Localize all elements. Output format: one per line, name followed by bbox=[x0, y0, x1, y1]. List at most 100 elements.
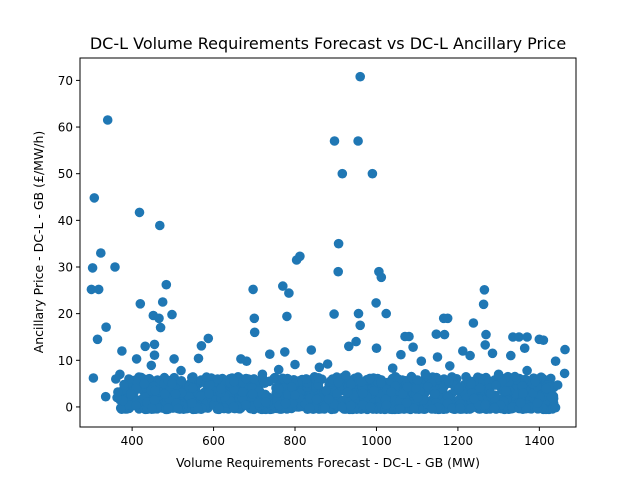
data-point bbox=[260, 397, 271, 408]
data-point bbox=[332, 389, 342, 399]
data-point bbox=[313, 380, 324, 390]
y-axis-label: Ancillary Price - DC-L - GB (£/MW/h) bbox=[31, 131, 46, 354]
data-point bbox=[314, 362, 325, 373]
data-point bbox=[395, 404, 405, 414]
data-point bbox=[485, 388, 496, 399]
data-point bbox=[381, 400, 392, 410]
data-point bbox=[552, 380, 563, 390]
data-point bbox=[401, 398, 412, 408]
data-point bbox=[135, 299, 146, 309]
data-point bbox=[481, 329, 491, 340]
data-point bbox=[241, 400, 251, 410]
data-point bbox=[333, 238, 344, 249]
data-point bbox=[253, 397, 264, 408]
data-point bbox=[412, 375, 423, 385]
data-point bbox=[431, 329, 442, 340]
data-point bbox=[203, 333, 214, 344]
data-point bbox=[282, 373, 293, 384]
data-point bbox=[439, 329, 450, 340]
data-point bbox=[416, 356, 427, 367]
data-point bbox=[468, 318, 479, 328]
data-point bbox=[404, 331, 414, 342]
data-point bbox=[313, 373, 324, 383]
data-point bbox=[480, 400, 491, 410]
data-point bbox=[167, 378, 177, 389]
data-point bbox=[367, 168, 378, 179]
data-point bbox=[479, 285, 490, 295]
data-point bbox=[514, 332, 524, 342]
data-point bbox=[280, 347, 290, 357]
data-point bbox=[96, 248, 106, 258]
data-point bbox=[346, 400, 356, 411]
data-point bbox=[323, 394, 334, 404]
x-tick-label: 1000 bbox=[361, 434, 392, 448]
data-point bbox=[506, 350, 516, 361]
data-point bbox=[273, 383, 284, 394]
data-point bbox=[337, 168, 348, 179]
data-point bbox=[102, 115, 113, 125]
data-point bbox=[532, 398, 543, 409]
data-point bbox=[430, 388, 440, 399]
data-point bbox=[546, 392, 557, 402]
data-point bbox=[337, 402, 347, 413]
data-point bbox=[280, 398, 291, 409]
data-point bbox=[410, 383, 421, 393]
data-point bbox=[147, 403, 157, 413]
data-point bbox=[541, 383, 552, 394]
data-point bbox=[402, 382, 413, 392]
data-point bbox=[113, 387, 123, 397]
data-point bbox=[117, 346, 127, 356]
data-point bbox=[92, 334, 103, 345]
data-point bbox=[287, 382, 297, 392]
data-point bbox=[212, 374, 223, 384]
data-point bbox=[167, 309, 177, 320]
data-point bbox=[369, 386, 379, 396]
data-point bbox=[412, 393, 423, 403]
data-point bbox=[193, 353, 204, 364]
data-point bbox=[357, 388, 368, 399]
y-tick-label: 70 bbox=[58, 74, 73, 88]
data-point bbox=[311, 394, 322, 405]
data-point bbox=[139, 378, 150, 389]
x-axis-ticks: 400 600 800 1000 1200 1400 bbox=[121, 427, 555, 448]
data-point bbox=[257, 369, 268, 380]
data-point bbox=[196, 341, 207, 351]
plot-frame bbox=[79, 57, 577, 428]
data-point bbox=[87, 263, 98, 273]
data-point bbox=[353, 308, 364, 319]
data-point bbox=[159, 389, 170, 400]
data-point bbox=[522, 332, 532, 342]
data-point bbox=[273, 364, 284, 375]
data-point bbox=[371, 298, 381, 308]
data-point bbox=[241, 356, 252, 367]
data-point bbox=[214, 403, 224, 414]
data-point bbox=[301, 374, 312, 384]
y-tick-label: 20 bbox=[58, 307, 73, 321]
data-point bbox=[204, 388, 214, 399]
data-point bbox=[295, 251, 305, 262]
data-point bbox=[480, 340, 491, 350]
data-point bbox=[204, 379, 215, 390]
data-point bbox=[163, 403, 173, 413]
data-point bbox=[333, 266, 344, 277]
data-point bbox=[420, 369, 431, 379]
data-point bbox=[501, 386, 511, 396]
y-tick-label: 50 bbox=[58, 167, 73, 181]
data-point bbox=[443, 376, 454, 387]
y-tick-label: 40 bbox=[58, 214, 73, 228]
data-point bbox=[146, 360, 157, 371]
data-point bbox=[387, 363, 398, 374]
data-point bbox=[134, 207, 145, 218]
data-point bbox=[356, 377, 367, 387]
data-point bbox=[320, 403, 330, 413]
data-point bbox=[346, 379, 356, 390]
data-point bbox=[187, 372, 197, 383]
data-point bbox=[150, 385, 160, 396]
data-point bbox=[474, 383, 485, 393]
data-point bbox=[290, 359, 300, 370]
data-point bbox=[131, 400, 141, 411]
data-point bbox=[493, 369, 504, 380]
data-point bbox=[119, 379, 129, 390]
data-point bbox=[341, 370, 351, 381]
